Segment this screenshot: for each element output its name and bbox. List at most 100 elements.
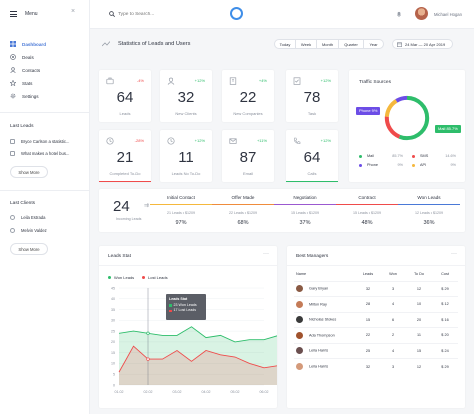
sidebar-item-dashboard[interactable]: Dashboard [10, 39, 46, 49]
avatar [296, 300, 303, 308]
cost-cell: $ 24 [432, 342, 458, 359]
stage-sub: 15 Leads • $1209 [290, 211, 320, 215]
stat-card-new-clients[interactable]: +12% 32 New Clients [160, 70, 212, 122]
divider [287, 265, 465, 266]
target-icon [10, 54, 16, 60]
stage-won-leads[interactable]: Won Leads [417, 195, 441, 200]
stat-card-new-companies[interactable]: +4% 22 New Companies [222, 70, 274, 122]
change-badge: +12% [194, 78, 205, 83]
list-item[interactable]: Bryce Carlson a statistic... [10, 137, 69, 145]
building-icon [229, 77, 237, 85]
todo-cell: 12 [406, 280, 432, 297]
manager-name: Milton Ray [309, 302, 327, 307]
cost-cell: $ 29 [432, 280, 458, 297]
more-options-icon[interactable]: ··· [451, 251, 457, 257]
tab-week[interactable]: Week [296, 39, 317, 49]
stat-card-leads-no-todo[interactable]: +12% 11 Leads No To-Do [160, 130, 212, 182]
sidebar-item-settings[interactable]: Settings [10, 91, 39, 101]
avatar[interactable] [415, 7, 428, 20]
best-managers-title: Best Managers [296, 254, 329, 259]
search-icon[interactable] [109, 11, 115, 17]
manager-name: Ada Thompson [309, 333, 335, 338]
stat-value: 78 [303, 89, 321, 106]
checklist-icon [293, 77, 301, 85]
stage-offer-made[interactable]: Offer Made [231, 195, 255, 200]
divider [0, 190, 89, 191]
sidebar-item-deals[interactable]: Deals [10, 52, 34, 62]
tab-today[interactable]: Today [274, 39, 296, 49]
todo-cell: 15 [406, 342, 432, 359]
y-tick-label: 35 [111, 308, 115, 312]
user-name[interactable]: Michael Hogan [434, 12, 462, 17]
stage-bar [150, 204, 212, 206]
show-more-clients-button[interactable]: Show More [10, 243, 48, 255]
manager-name: Gary Bryan [309, 286, 329, 291]
sidebar-item-stats[interactable]: Stats [10, 78, 32, 88]
stat-value: 11 [178, 149, 194, 166]
todo-cell: 10 [406, 296, 432, 312]
stage-bar [398, 204, 460, 206]
legend-item: API 9% [412, 163, 456, 167]
y-tick-label: 20 [111, 340, 115, 344]
stat-card-email[interactable]: +11% 87 Email [222, 130, 274, 182]
tab-year[interactable]: Year [364, 39, 384, 49]
show-more-leads-button[interactable]: Show More [10, 166, 48, 178]
close-icon[interactable]: × [71, 8, 76, 15]
search-input[interactable] [118, 9, 198, 19]
stage-bar [274, 204, 336, 206]
accent-bar [99, 180, 151, 182]
stat-card-task[interactable]: +12% 78 Task [286, 70, 338, 122]
clock-icon [106, 137, 114, 145]
legend-dot [359, 154, 362, 158]
x-tick-label: 05.02 [231, 390, 240, 394]
stage-initial-contact[interactable]: Initial Contact [167, 195, 195, 200]
avatar [296, 285, 303, 293]
list-item[interactable]: Melvin Valdez [10, 226, 47, 234]
arrow-icon: ⇉ [144, 203, 150, 209]
avatar [296, 363, 303, 370]
date-range-label: 24 Mar — 20 Apr 2019 [405, 41, 446, 47]
table-row[interactable]: Leila Harris 32 3 12 $ 29 [294, 358, 458, 374]
list-item[interactable]: Leila Estrada [10, 213, 45, 221]
pipeline-card: 24 Incoming Leads ⇉ Initial Contact 21 L… [99, 189, 465, 232]
hamburger-icon[interactable] [10, 11, 17, 17]
change-badge: +12% [320, 138, 331, 143]
change-badge: +12% [194, 138, 205, 143]
tab-quarter[interactable]: Quarter [339, 39, 364, 49]
stat-card-completed-todo[interactable]: -28% 21 Completed To-Do [99, 130, 151, 182]
stat-label: Leads No To-Do [171, 171, 201, 176]
table-row[interactable]: Ada Thompson 22 2 11 $ 20 [294, 327, 458, 343]
cost-cell: $ 29 [432, 358, 458, 374]
stat-card-leads[interactable]: -4% 64 Leads [99, 70, 151, 122]
table-row[interactable]: Milton Ray 28 4 10 $ 12 [294, 296, 458, 312]
user-icon [10, 214, 15, 220]
user-icon [10, 67, 16, 73]
stat-label: Email [242, 171, 253, 176]
more-options-icon[interactable]: ··· [263, 251, 269, 257]
stat-label: Calls [307, 171, 317, 176]
table-row[interactable]: Gary Bryan 32 3 12 $ 29 [294, 280, 458, 297]
table-row[interactable]: Leila Harris 25 4 15 $ 24 [294, 342, 458, 359]
sidebar-item-label: Deals [22, 54, 34, 60]
best-managers-card: Best Managers ··· Name Leads Won To Do C… [287, 246, 465, 408]
legend-dot [412, 154, 415, 158]
user-icon [10, 227, 15, 233]
stat-value: 87 [239, 149, 257, 166]
stage-contract[interactable]: Contract [358, 195, 376, 200]
chart-line-icon [102, 41, 110, 47]
won-cell: 4 [380, 296, 406, 312]
list-item[interactable]: What makes a hotel bus... [10, 149, 69, 157]
topbar: Michael Hogan [90, 0, 474, 29]
table-row[interactable]: Nicholas Stokes 15 6 20 $ 16 [294, 311, 458, 328]
divider [99, 265, 277, 266]
stat-card-calls[interactable]: +12% 64 Calls [286, 130, 338, 182]
stage-negotiation[interactable]: Negotiation [293, 195, 317, 200]
incoming-leads-label: Incoming Leads [116, 217, 142, 221]
sidebar-item-contacts[interactable]: Contacts [10, 65, 40, 75]
avatar [296, 347, 303, 355]
bell-icon[interactable] [396, 11, 402, 17]
tab-month[interactable]: Month [317, 39, 339, 49]
change-badge: -28% [134, 138, 144, 143]
document-icon [10, 150, 15, 156]
date-range-picker[interactable]: 24 Mar — 20 Apr 2019 [392, 39, 453, 49]
